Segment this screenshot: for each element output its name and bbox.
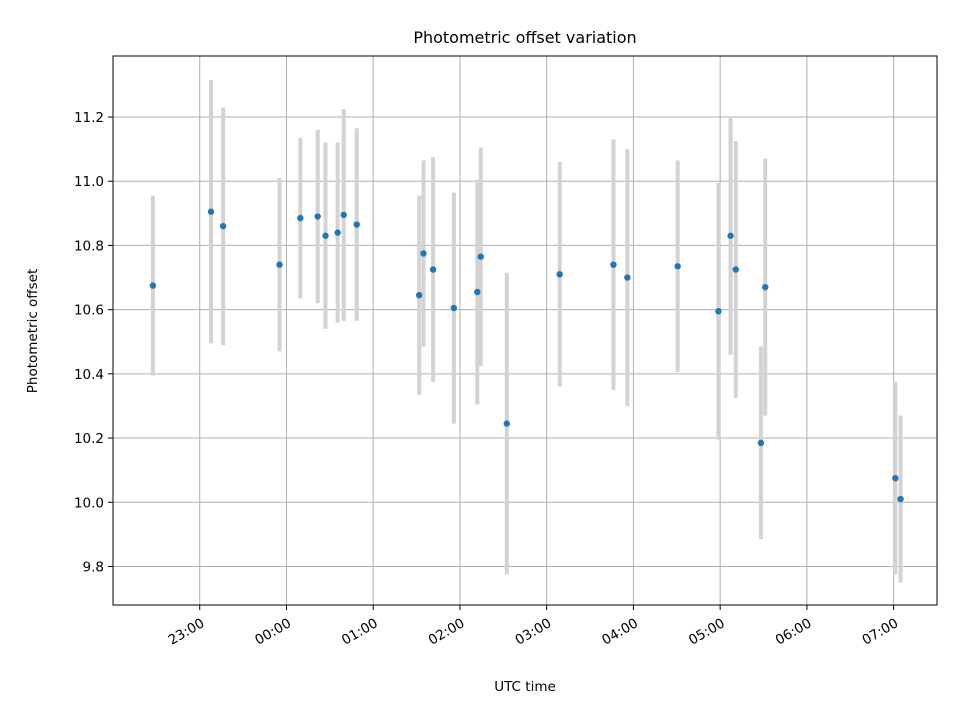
data-point: [897, 495, 904, 503]
data-point: [314, 213, 321, 220]
data-point: [415, 291, 423, 299]
data-points: [149, 208, 904, 503]
data-point: [624, 274, 631, 281]
data-point: [297, 214, 304, 222]
data-point: [732, 266, 739, 273]
y-tick-label: 10.2: [74, 431, 104, 447]
plot-frame: [112, 55, 938, 606]
y-tick-label: 10.6: [74, 303, 104, 319]
data-point: [610, 261, 617, 268]
data-point: [474, 288, 481, 296]
data-point: [715, 308, 722, 315]
y-tick-label: 11.2: [74, 110, 104, 126]
data-point: [276, 261, 283, 268]
data-point: [219, 222, 227, 230]
y-tick-label: 11.0: [74, 174, 104, 190]
data-point: [149, 282, 157, 289]
y-tick-label: 10.4: [74, 367, 104, 383]
x-axis-label: UTC time: [494, 679, 556, 695]
data-point: [207, 208, 215, 215]
data-point: [762, 283, 769, 291]
data-point: [340, 211, 347, 219]
data-point: [556, 271, 563, 278]
data-point: [477, 253, 484, 260]
y-tick-label: 9.8: [83, 559, 104, 575]
chart-title: Photometric offset variation: [413, 28, 636, 47]
data-point: [757, 439, 765, 447]
y-axis-ticks: 9.8 10.0 10.2 10.4 10.6 10.8 11.0 11.2: [74, 110, 113, 575]
data-point: [353, 221, 360, 228]
y-tick-label: 10.0: [74, 495, 104, 511]
y-tick-label: 10.8: [74, 238, 104, 254]
data-point: [503, 420, 510, 427]
grid: [113, 56, 937, 605]
data-point: [674, 263, 681, 270]
y-axis-label: Photometric offset: [25, 269, 41, 393]
data-point: [727, 232, 734, 239]
data-point: [322, 232, 329, 239]
data-point: [429, 266, 437, 273]
data-point: [334, 229, 341, 236]
data-point: [420, 250, 427, 257]
data-point: [892, 474, 899, 482]
data-point: [450, 304, 458, 312]
